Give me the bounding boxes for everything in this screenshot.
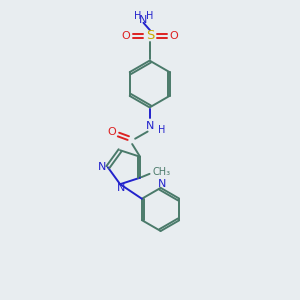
Text: N: N bbox=[146, 121, 154, 130]
Text: H: H bbox=[146, 11, 154, 21]
Text: N: N bbox=[117, 183, 125, 194]
Text: S: S bbox=[146, 29, 154, 42]
Text: O: O bbox=[122, 31, 130, 40]
Text: O: O bbox=[108, 127, 116, 136]
Text: N: N bbox=[139, 15, 148, 25]
Text: N: N bbox=[158, 179, 166, 189]
Text: O: O bbox=[169, 31, 178, 40]
Text: H: H bbox=[158, 125, 165, 135]
Text: N: N bbox=[98, 162, 106, 172]
Text: CH₃: CH₃ bbox=[152, 167, 171, 177]
Text: H: H bbox=[134, 11, 141, 21]
